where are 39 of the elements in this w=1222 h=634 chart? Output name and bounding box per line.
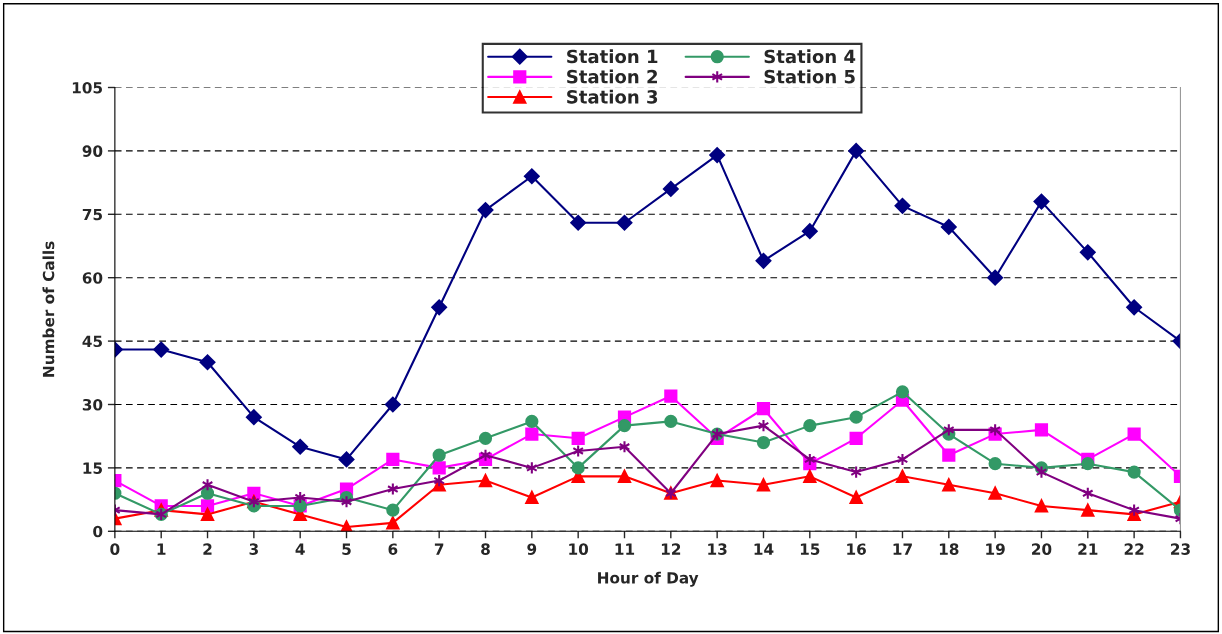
x-tick-label: 5 [342, 543, 351, 555]
x-tick-label: 4 [295, 543, 305, 555]
y-tick-label: 15 [83, 462, 102, 474]
x-tick-label: 13 [708, 543, 727, 555]
legend-label: Station 3 [567, 89, 658, 104]
x-tick-label: 11 [615, 543, 635, 555]
x-tick-label: 2 [203, 543, 212, 555]
x-tick-label: 10 [569, 543, 589, 555]
x-tick-label: 7 [434, 543, 444, 555]
x-tick-label: 20 [1032, 543, 1052, 555]
y-tick-label: 30 [82, 398, 103, 411]
x-tick-label: 23 [1171, 543, 1190, 555]
legend-label: Station 5 [764, 69, 855, 84]
x-tick-label: 14 [754, 543, 774, 555]
x-tick-label: 9 [527, 543, 537, 555]
x-tick-label: 8 [481, 543, 490, 555]
y-tick-label: 0 [93, 525, 103, 538]
x-tick-label: 19 [986, 543, 1005, 555]
x-tick-label: 12 [661, 543, 681, 555]
y-axis-title: Number of Calls [42, 241, 55, 377]
x-tick-label: 6 [388, 543, 398, 555]
x-tick-label: 15 [800, 543, 820, 555]
y-tick-label: 75 [82, 208, 102, 221]
y-tick-label: 45 [82, 335, 102, 348]
x-tick-label: 0 [110, 543, 120, 555]
legend-label: Station 1 [567, 49, 658, 64]
y-tick-label: 105 [72, 81, 102, 94]
legend-label: Station 2 [567, 69, 657, 84]
x-tick-label: 17 [893, 543, 912, 555]
x-tick-label: 22 [1124, 543, 1144, 555]
x-axis-title: Hour of Day [598, 571, 699, 587]
x-tick-label: 21 [1078, 543, 1098, 555]
x-tick-label: 16 [847, 543, 866, 555]
y-tick-label: 90 [82, 145, 103, 157]
x-tick-label: 1 [157, 543, 166, 555]
x-tick-label: 18 [939, 543, 959, 555]
y-tick-label: 60 [82, 272, 103, 284]
legend-label: Station 4 [764, 49, 856, 64]
x-tick-label: 3 [249, 543, 258, 555]
